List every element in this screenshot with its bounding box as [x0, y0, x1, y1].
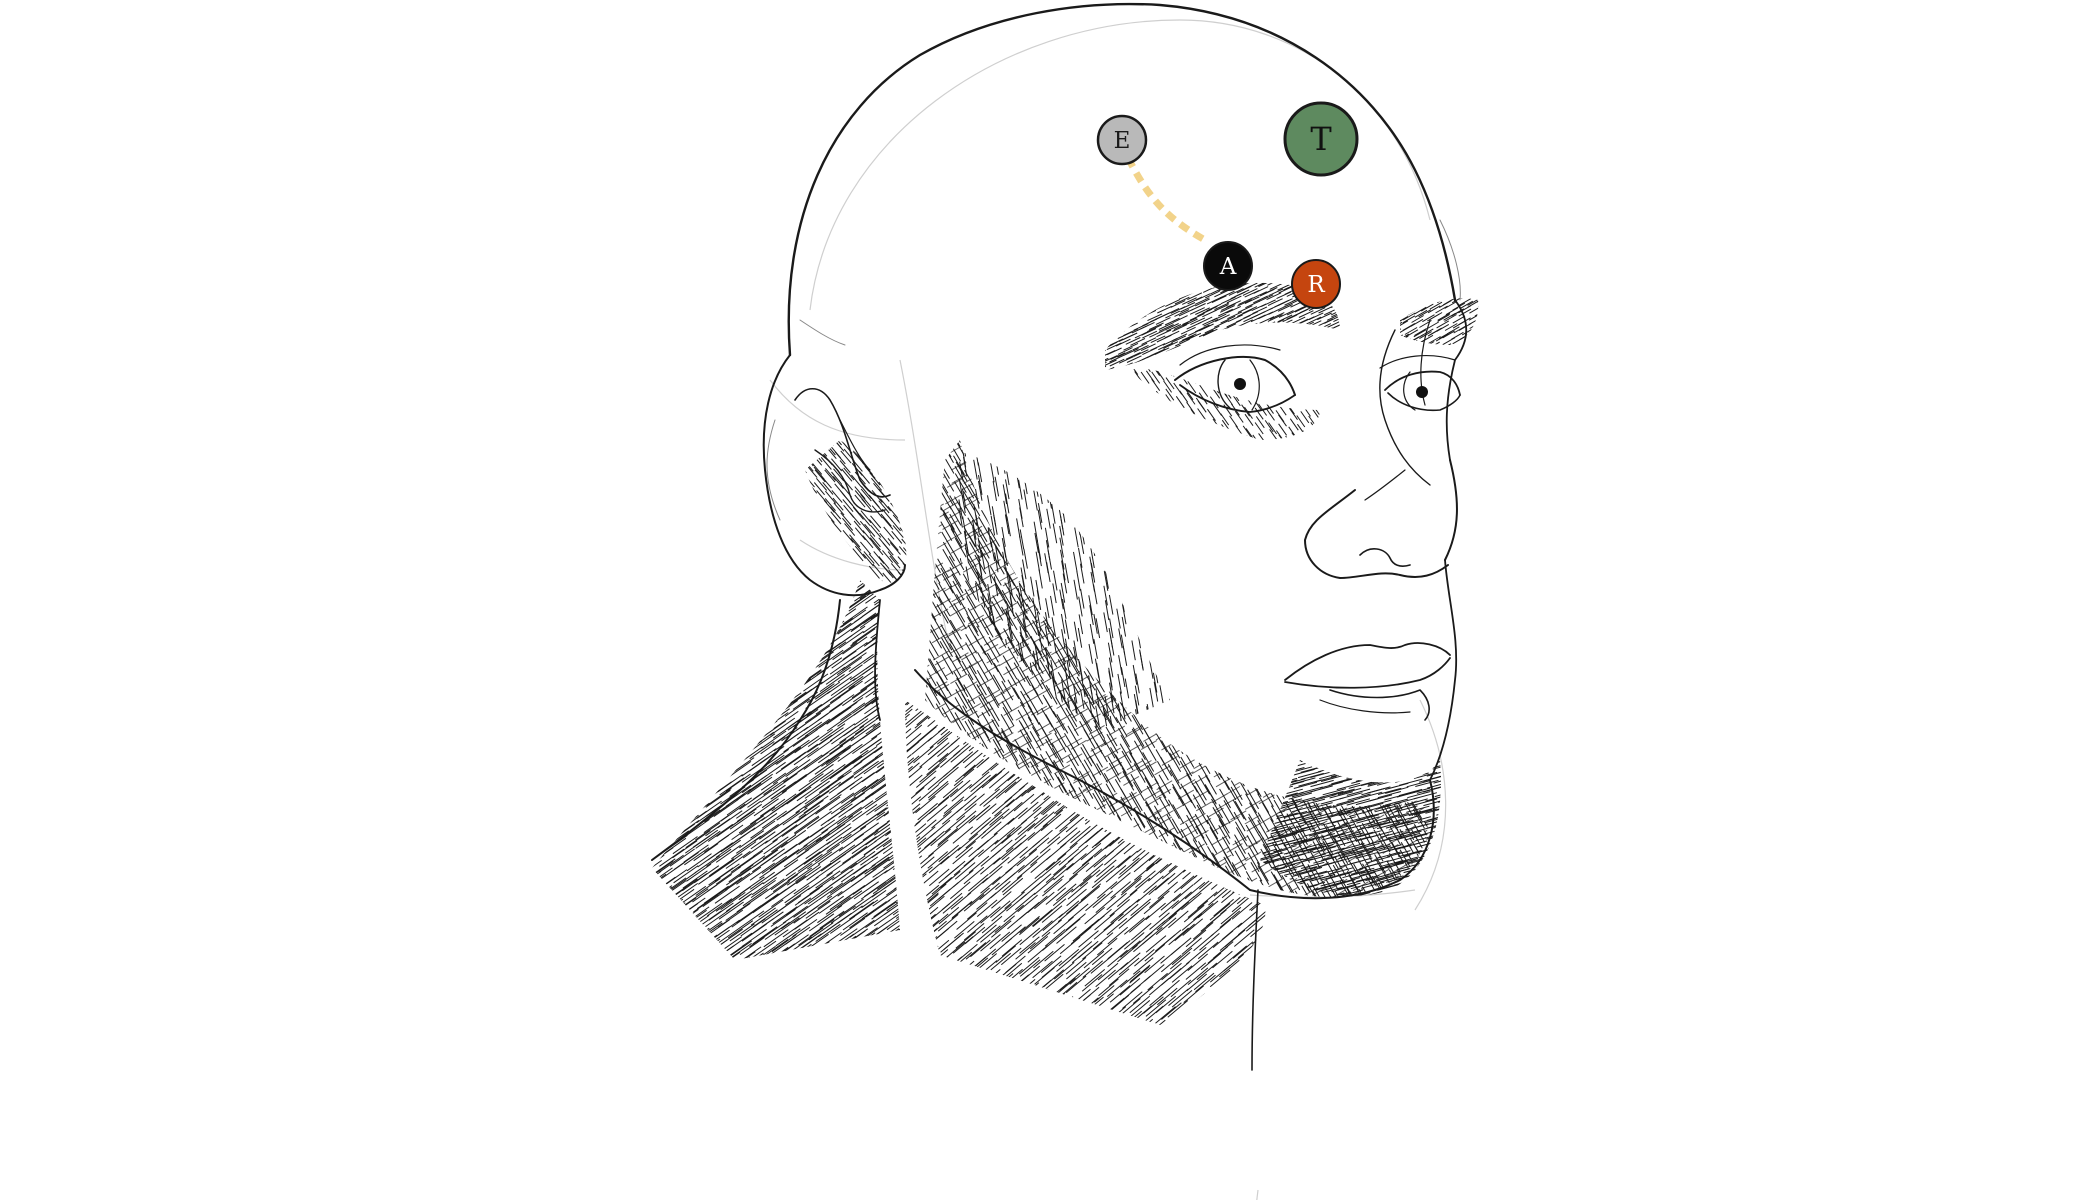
marker-a-circle	[1203, 241, 1253, 291]
right-pupil	[1416, 386, 1428, 398]
hatch-jaw-cross	[925, 440, 1428, 898]
head-outline	[651, 2, 1468, 1071]
marker-a[interactable]: A	[1203, 241, 1253, 291]
marker-t[interactable]: T	[1283, 101, 1359, 177]
left-pupil	[1234, 378, 1246, 390]
marker-e-label: E	[1114, 128, 1131, 154]
hatch-cheek	[955, 450, 1170, 730]
hatch-brow-right	[1400, 298, 1479, 345]
marker-r[interactable]: R	[1291, 259, 1341, 309]
marker-r-label: R	[1307, 272, 1325, 298]
hatching-shading	[652, 282, 1479, 1025]
hatch-ear	[805, 440, 907, 583]
hatch-under-eye	[1130, 368, 1320, 440]
marker-e-circle	[1096, 114, 1148, 166]
marker-t-label: T	[1310, 120, 1332, 158]
connector-e-to-a	[1124, 156, 1207, 244]
marker-t-circle	[1283, 101, 1359, 177]
hatch-neck-left	[652, 580, 900, 960]
marker-e[interactable]: E	[1096, 114, 1148, 166]
marker-a-label: A	[1219, 254, 1237, 280]
marker-r-circle	[1291, 259, 1341, 309]
